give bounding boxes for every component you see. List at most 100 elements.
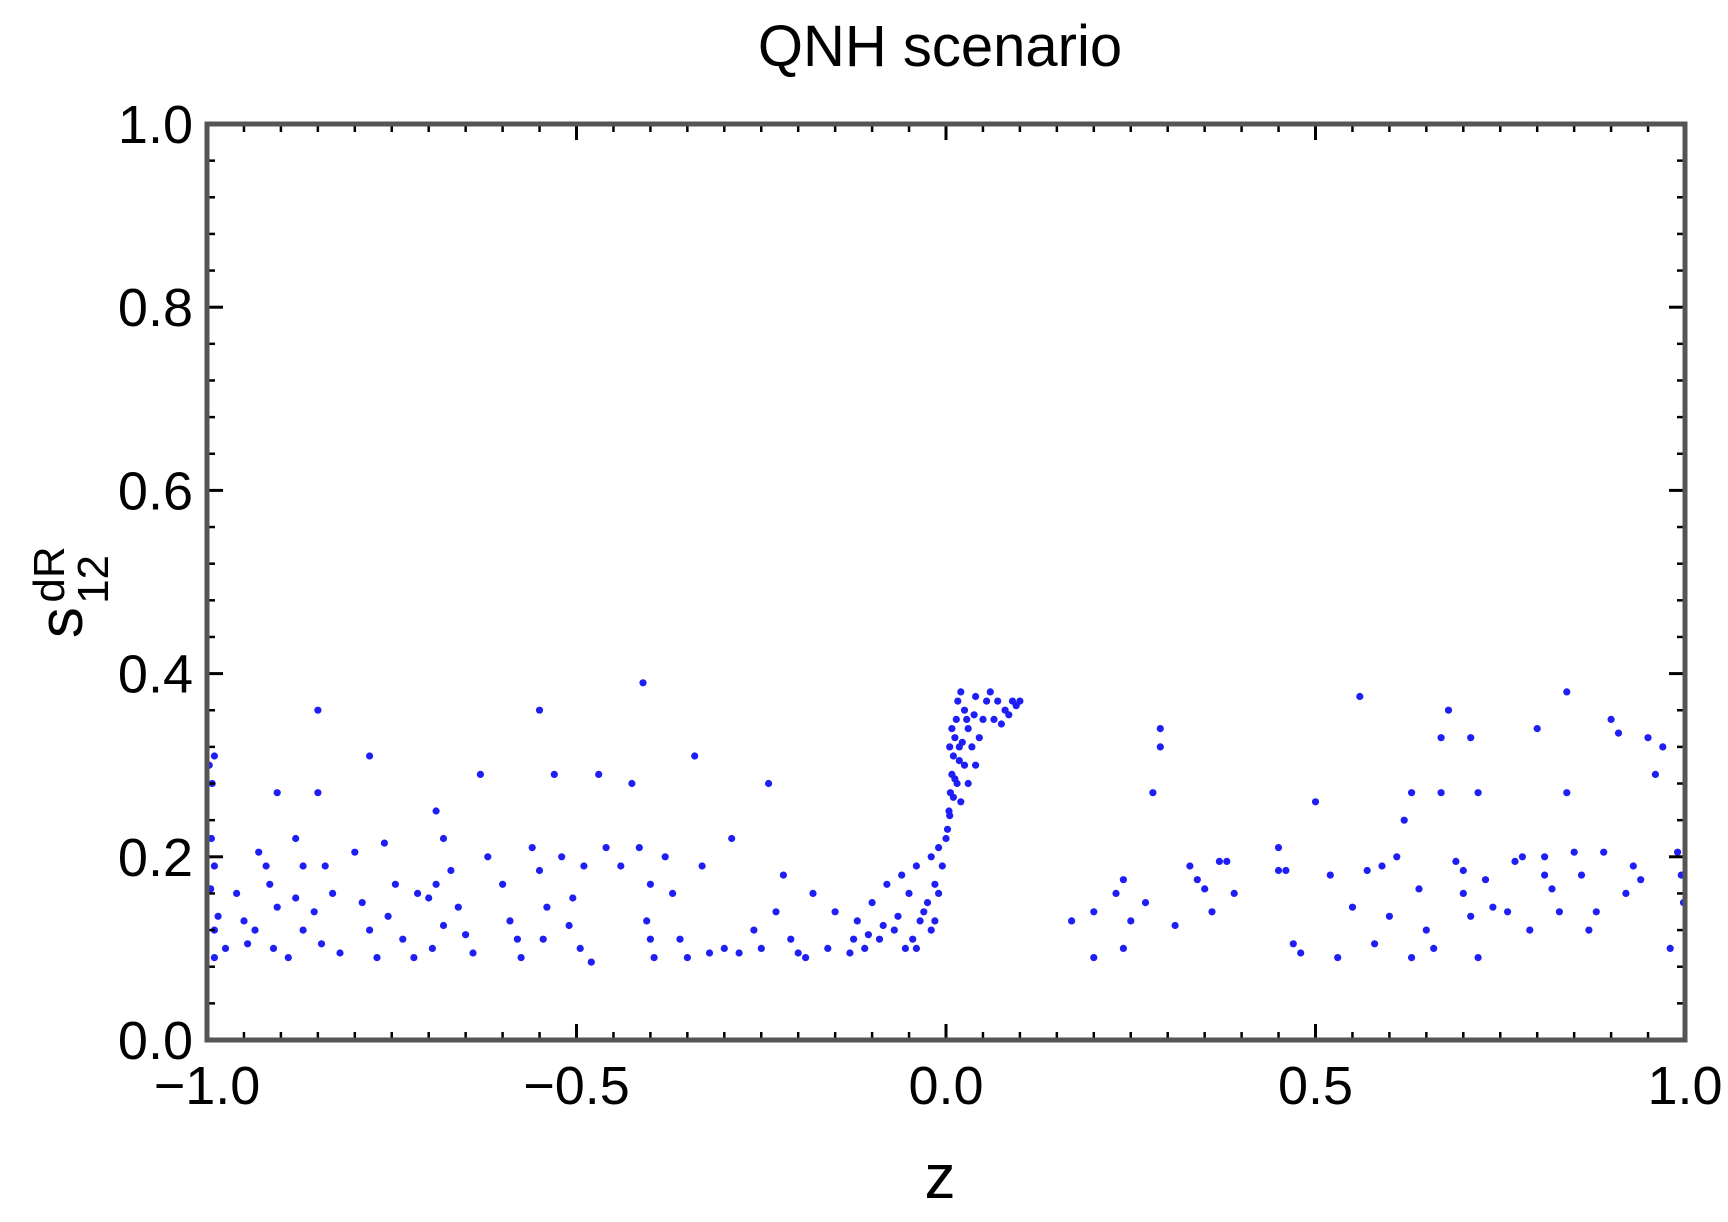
scatter-point (321, 862, 329, 870)
scatter-point (425, 894, 433, 902)
scatter-point (1674, 848, 1682, 856)
scatter-point (1600, 848, 1608, 856)
scatter-point (432, 807, 440, 815)
scatter-point (1311, 798, 1320, 806)
scatter-point (1112, 889, 1120, 898)
x-tick-label: 1.0 (1647, 1056, 1722, 1116)
scatter-point (269, 944, 278, 953)
scatter-point (1371, 940, 1379, 948)
scatter-point (676, 935, 684, 943)
scatter-point (946, 743, 954, 751)
scatter-point (1127, 917, 1135, 925)
scatter-point (314, 789, 322, 797)
scatter-point (1215, 857, 1223, 866)
scatter-point (1068, 917, 1076, 925)
scatter-point (292, 894, 300, 902)
svg-text:s dR 12: s dR 12 (25, 542, 118, 638)
scatter-point (1637, 876, 1645, 884)
scatter-point (284, 954, 292, 962)
scatter-point (635, 844, 643, 852)
scatter-point (292, 834, 300, 843)
scatter-point (1577, 871, 1586, 879)
scatter-point (890, 926, 898, 934)
y-tick-label: 0.6 (118, 461, 193, 521)
scatter-point (1274, 844, 1283, 852)
scatter-point (1481, 876, 1490, 884)
scatter-point (931, 917, 939, 925)
scatter-point (901, 944, 910, 953)
scatter-point (669, 889, 677, 898)
scatter-point (1541, 853, 1549, 861)
scatter-point (750, 926, 758, 934)
scatter-point (952, 715, 960, 724)
scatter-point (1518, 853, 1526, 861)
scatter-point (565, 921, 573, 930)
scatter-point (954, 697, 962, 705)
scatter-point (221, 944, 230, 953)
scatter-point (1385, 912, 1393, 920)
scatter-point (846, 949, 854, 957)
scatter-point (299, 926, 307, 934)
scatter-point (942, 834, 950, 843)
chart-title: QNH scenario (758, 14, 1122, 79)
scatter-point (439, 834, 448, 843)
scatter-point (951, 775, 959, 783)
scatter-point (1533, 725, 1541, 733)
scatter-point (576, 944, 584, 953)
scatter-point (1208, 908, 1216, 916)
scatter-point (1408, 789, 1416, 797)
scatter-point (251, 926, 259, 934)
scatter-point (958, 738, 966, 746)
scatter-point (336, 949, 344, 957)
scatter-point (735, 949, 743, 957)
scatter-point (1629, 862, 1637, 870)
scatter-point (513, 935, 522, 943)
scatter-point (1408, 954, 1416, 962)
scatter-point (787, 935, 795, 943)
scatter-point (1356, 692, 1364, 701)
scatter-point (414, 889, 422, 898)
scatter-point (1090, 908, 1098, 916)
scatter-point (1326, 871, 1334, 879)
scatter-point (580, 862, 588, 870)
scatter-point (399, 935, 407, 943)
scatter-point (255, 848, 263, 856)
scatter-point (979, 715, 987, 724)
scatter-point (1400, 816, 1408, 824)
scatter-point (779, 871, 788, 879)
scatter-point (1437, 734, 1445, 742)
scatter-point (970, 711, 978, 719)
x-axis-label: z (925, 1143, 956, 1212)
scatter-point (1504, 908, 1512, 916)
scatter-point (317, 940, 326, 948)
scatter-point (366, 752, 374, 760)
labels-layer: −1.0 −0.5 0.0 0.5 1.0 0.0 0.2 0.4 0.6 0.8 1.0 (118, 95, 1723, 1116)
scatter-point (543, 903, 551, 911)
scatter-point (1005, 711, 1013, 719)
scatter-point (1156, 743, 1164, 751)
scatter-point (853, 917, 861, 925)
scatter-point (964, 725, 972, 733)
scatter-point (1156, 725, 1164, 733)
scatter-point (809, 889, 817, 898)
scatter-point (595, 770, 603, 779)
scatter-point (207, 834, 215, 843)
scatter-point (1422, 926, 1430, 934)
scatter-point (1585, 926, 1593, 934)
scatter-point (528, 844, 536, 852)
y-tick-label: 0.0 (118, 1011, 193, 1071)
scatter-point (462, 931, 470, 939)
scatter-point (935, 844, 943, 852)
scatter-point (927, 853, 935, 861)
y-tick-label: 0.8 (118, 278, 193, 338)
scatter-point (698, 862, 706, 870)
plot-frame (204, 121, 1688, 1043)
scatter-point (454, 903, 462, 911)
scatter-point (975, 734, 983, 742)
scatter-point (602, 844, 610, 852)
scatter-point (244, 940, 252, 948)
scatter-point (628, 779, 636, 788)
scatter-point (1274, 866, 1283, 875)
scatter-point (214, 912, 222, 920)
